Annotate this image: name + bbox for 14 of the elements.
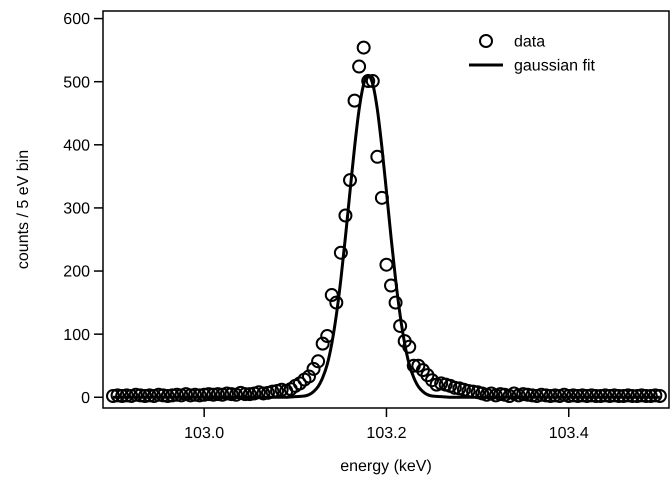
y-tick-label: 300: [63, 200, 90, 218]
y-tick-label: 500: [63, 74, 90, 92]
y-tick-label: 400: [63, 137, 90, 154]
y-tick-label: 600: [63, 11, 90, 28]
y-tick-label: 200: [63, 264, 90, 281]
x-axis-title: energy (keV): [340, 458, 432, 475]
x-tick-label: 103.4: [548, 425, 589, 442]
x-tick-label: 103.0: [184, 425, 224, 442]
x-tick-label: 103.2: [366, 425, 407, 442]
legend-label: data: [514, 34, 546, 51]
legend-label: gaussian fit: [514, 58, 596, 75]
y-tick-label: 0: [81, 390, 90, 407]
y-tick-label: 100: [63, 326, 90, 344]
y-axis-title: counts / 5 eV bin: [15, 150, 32, 270]
